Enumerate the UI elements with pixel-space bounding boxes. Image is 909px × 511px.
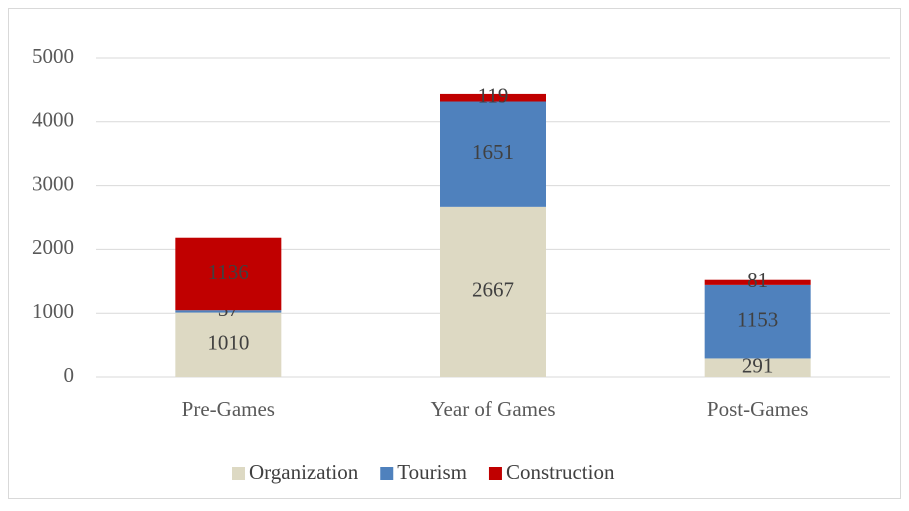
legend-swatch bbox=[380, 467, 394, 480]
bar-segment bbox=[440, 93, 546, 102]
data-label: 1651 bbox=[472, 140, 514, 164]
bar-segment bbox=[704, 284, 811, 359]
data-label: 1136 bbox=[208, 260, 249, 284]
bar-segment bbox=[175, 312, 282, 377]
data-label: 2667 bbox=[472, 278, 514, 302]
legend-label: Organization bbox=[249, 460, 359, 484]
legend-label: Construction bbox=[506, 460, 615, 484]
y-tick-label: 4000 bbox=[32, 108, 74, 132]
x-tick-label: Post-Games bbox=[707, 397, 809, 421]
bar-segment bbox=[440, 101, 546, 207]
bar-segment bbox=[440, 206, 546, 377]
bar-segment bbox=[704, 279, 811, 285]
y-tick-label: 5000 bbox=[32, 44, 74, 68]
legend-label: Tourism bbox=[397, 460, 467, 484]
legend-swatch bbox=[488, 467, 502, 480]
data-label: 1010 bbox=[207, 331, 249, 355]
data-label: 1153 bbox=[737, 307, 778, 331]
bar-segment bbox=[175, 310, 282, 313]
legend-swatch bbox=[232, 467, 245, 480]
y-tick-label: 3000 bbox=[32, 171, 74, 195]
y-tick-label: 2000 bbox=[32, 235, 74, 259]
y-tick-label: 0 bbox=[64, 363, 75, 387]
data-label: 119 bbox=[478, 84, 509, 108]
bar-segment bbox=[175, 237, 282, 311]
x-tick-label: Year of Games bbox=[430, 397, 555, 421]
bar-segment bbox=[704, 358, 811, 377]
y-tick-label: 1000 bbox=[32, 299, 74, 323]
data-label: 81 bbox=[747, 268, 768, 292]
x-tick-label: Pre-Games bbox=[182, 397, 275, 421]
